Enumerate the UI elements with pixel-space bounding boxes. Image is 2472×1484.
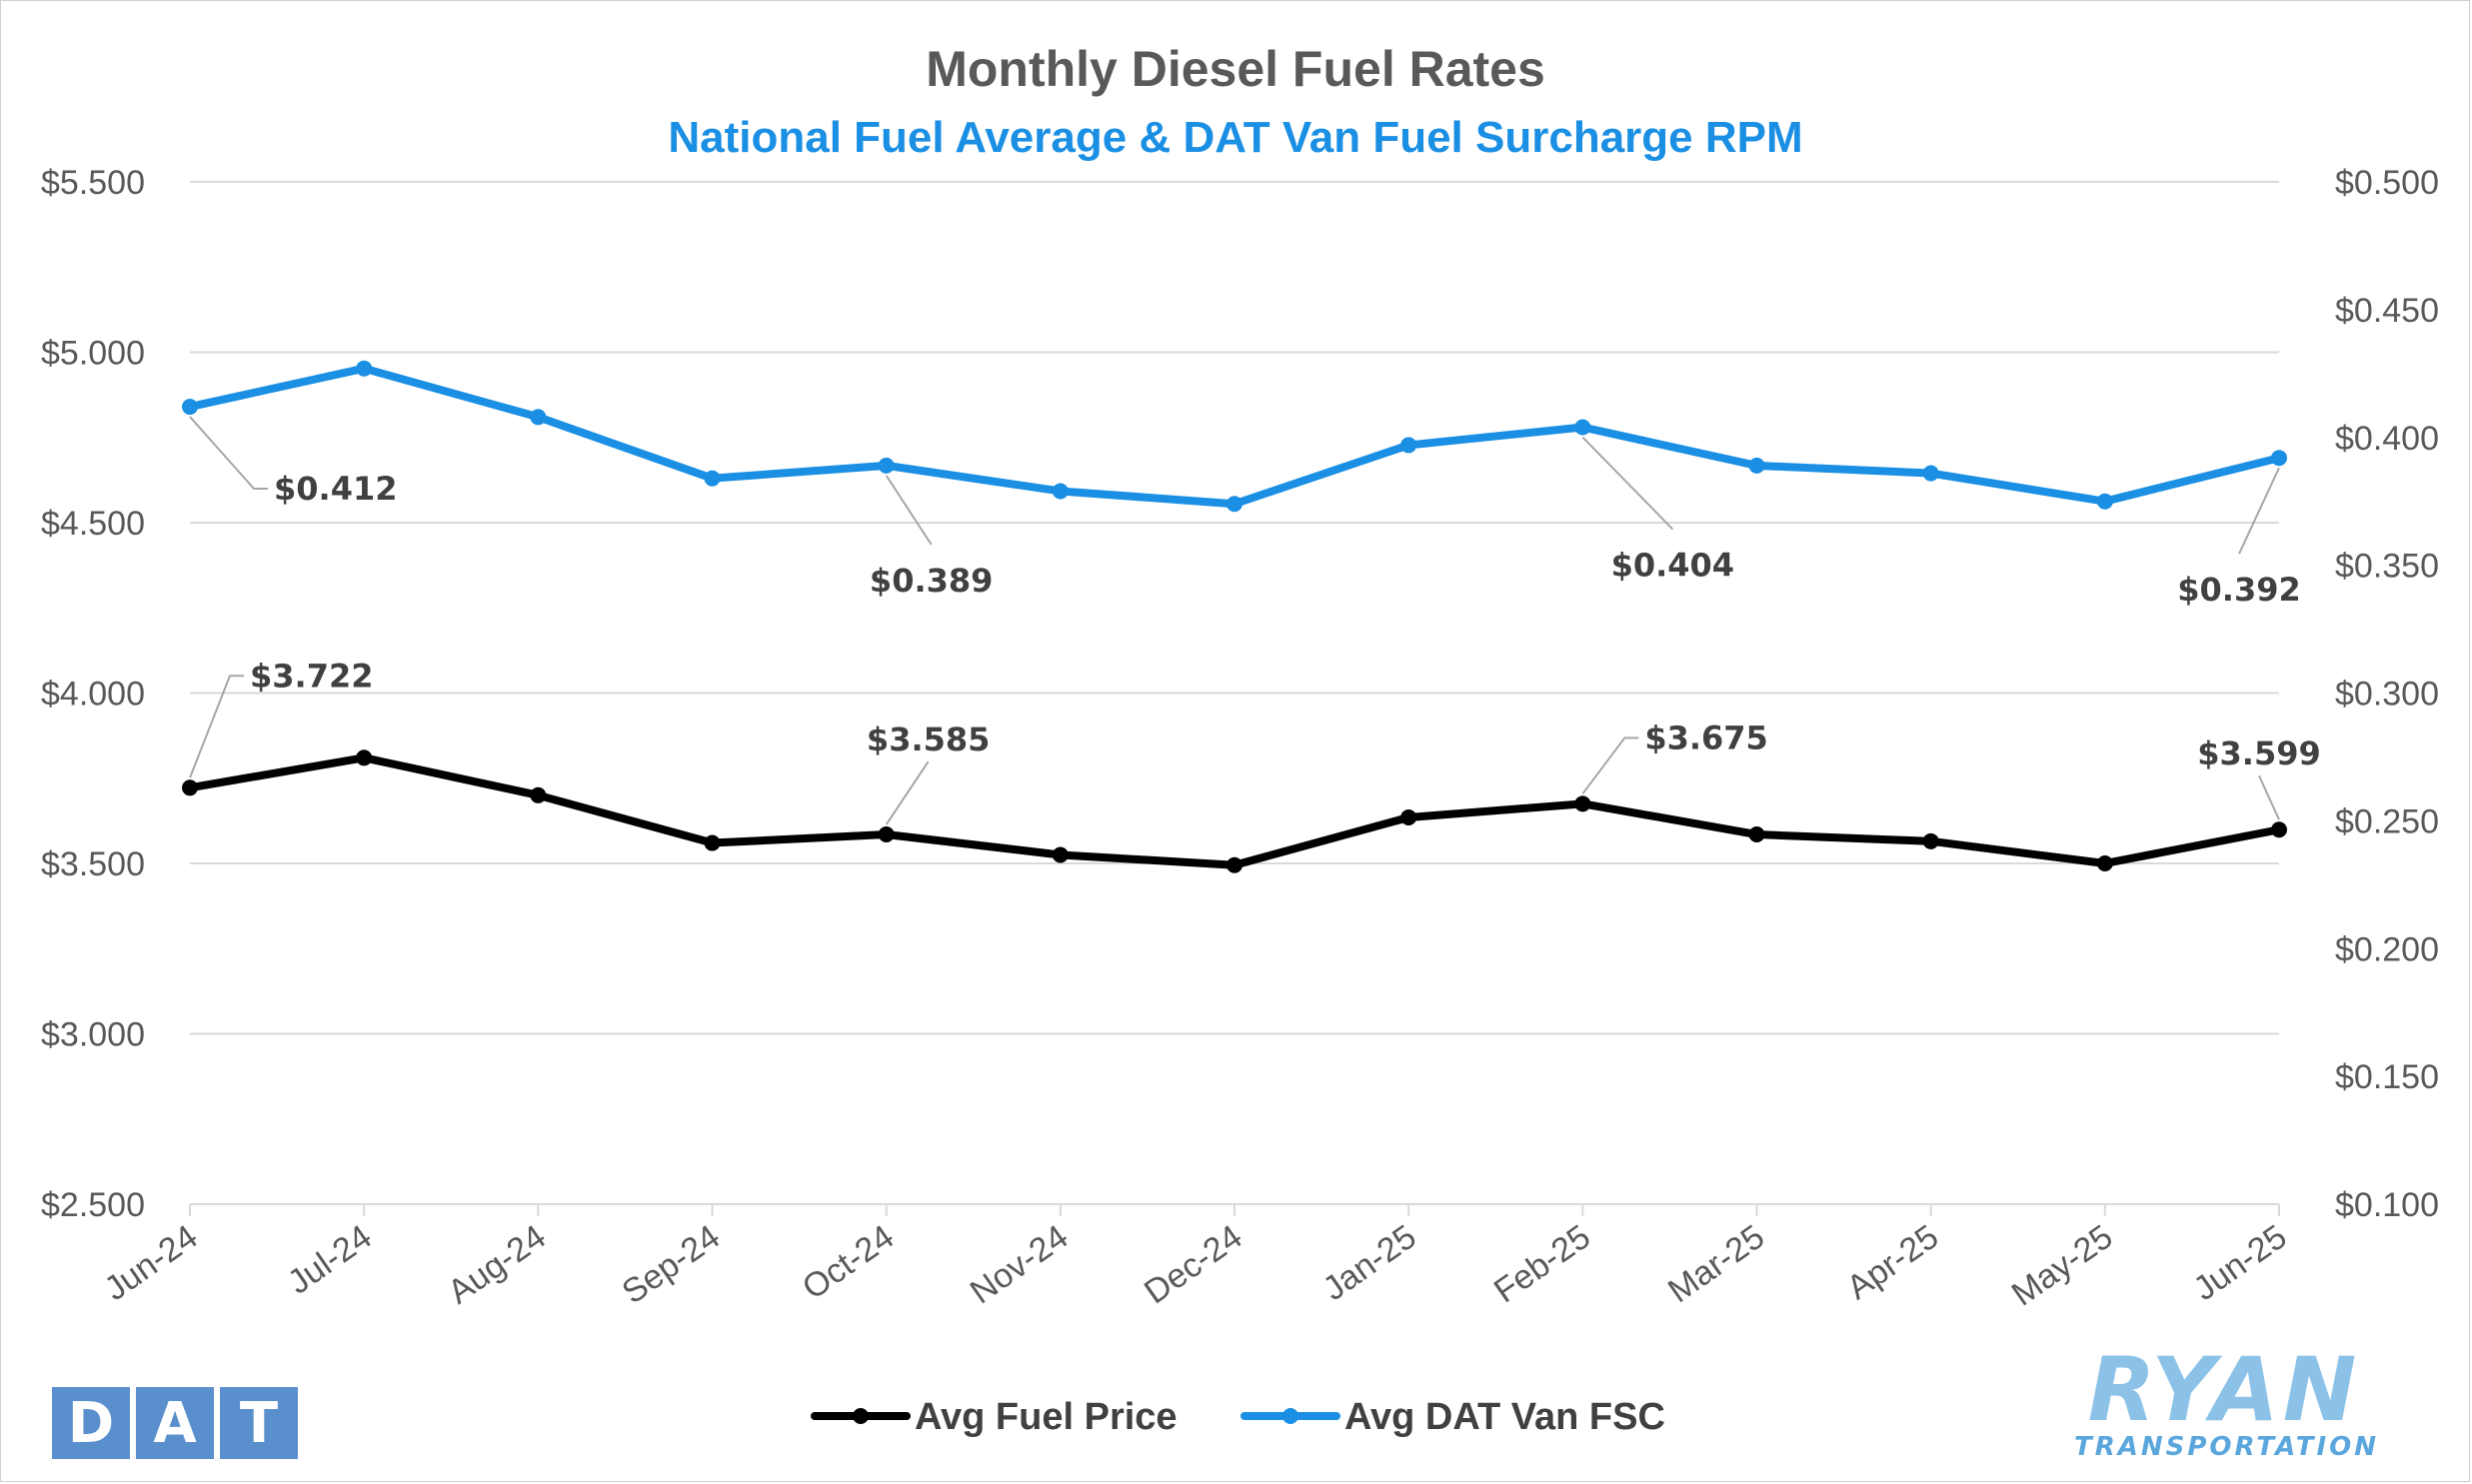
data-label: $3.585 bbox=[867, 721, 990, 758]
ryan-logo-main: RYAN bbox=[2087, 1338, 2361, 1441]
left-tick-label: $5.000 bbox=[41, 335, 145, 373]
right-tick-label: $0.500 bbox=[2335, 164, 2439, 202]
data-point bbox=[1052, 846, 1069, 863]
data-point bbox=[182, 399, 198, 416]
legend-marker bbox=[853, 1408, 869, 1424]
x-tick-label: Apr-25 bbox=[1840, 1217, 1945, 1307]
data-point bbox=[530, 786, 547, 803]
series-lines bbox=[182, 360, 2287, 873]
right-tick-label: $0.300 bbox=[2335, 676, 2439, 714]
data-label-leader bbox=[1581, 737, 1639, 794]
data-label-leader bbox=[189, 675, 244, 778]
data-label-leader bbox=[885, 760, 930, 825]
data-point bbox=[704, 834, 721, 851]
ryan-logo-sub: TRANSPORTATION bbox=[2074, 1432, 2379, 1462]
x-tick-label: May-25 bbox=[2005, 1217, 2120, 1313]
dat-logo: D A T bbox=[52, 1387, 298, 1459]
left-tick-label: $3.500 bbox=[41, 845, 145, 883]
data-label-leader bbox=[189, 416, 268, 491]
data-point bbox=[1748, 826, 1765, 843]
data-point bbox=[1227, 856, 1242, 873]
x-tick-label: Feb-25 bbox=[1487, 1217, 1597, 1310]
legend-label: Avg Fuel Price bbox=[915, 1396, 1178, 1438]
left-tick-label: $4.000 bbox=[41, 676, 145, 714]
left-tick-label: $3.000 bbox=[41, 1016, 145, 1054]
data-point bbox=[878, 826, 895, 843]
series-line bbox=[186, 753, 2283, 869]
data-labels: $3.722 $3.585 $3.675 $3.599 $0.412 $0.389 $0.4… bbox=[250, 470, 2321, 772]
data-point bbox=[1227, 496, 1242, 513]
data-point bbox=[1922, 832, 1939, 849]
data-label-leader bbox=[1581, 436, 1674, 531]
legend-marker bbox=[1282, 1408, 1298, 1424]
x-tick-label: Sep-24 bbox=[615, 1217, 727, 1311]
data-label-leaders bbox=[189, 416, 2280, 825]
data-point bbox=[2271, 821, 2287, 838]
legend: Avg Fuel Price Avg DAT Van FSC bbox=[811, 1396, 1665, 1438]
x-tick-label: Dec-24 bbox=[1138, 1217, 1249, 1311]
right-tick-label: $0.350 bbox=[2335, 548, 2439, 586]
data-point bbox=[1922, 465, 1939, 482]
legend-label: Avg DAT Van FSC bbox=[1344, 1396, 1665, 1438]
data-label: $0.412 bbox=[274, 470, 397, 508]
chart-subtitle: National Fuel Average & DAT Van Fuel Sur… bbox=[668, 113, 1802, 162]
chart-title: Monthly Diesel Fuel Rates bbox=[926, 41, 1545, 97]
data-label-leader bbox=[2258, 774, 2280, 820]
right-tick-label: $0.150 bbox=[2335, 1058, 2439, 1096]
right-tick-label: $0.450 bbox=[2335, 292, 2439, 330]
x-tick-label: Mar-25 bbox=[1661, 1217, 1771, 1310]
right-tick-label: $0.400 bbox=[2335, 420, 2439, 458]
data-label: $3.599 bbox=[2197, 735, 2320, 772]
right-tick-label: $0.200 bbox=[2335, 930, 2439, 968]
data-point bbox=[1748, 457, 1765, 474]
right-tick-label: $0.100 bbox=[2335, 1186, 2439, 1224]
right-tick-label: $0.250 bbox=[2335, 802, 2439, 840]
x-tick-label: Jun-25 bbox=[2187, 1217, 2294, 1308]
gridlines bbox=[190, 181, 2279, 1205]
data-point bbox=[2271, 450, 2287, 467]
data-label: $3.675 bbox=[1644, 719, 1767, 756]
data-point bbox=[1574, 795, 1591, 812]
left-tick-label: $2.500 bbox=[41, 1186, 145, 1224]
data-label: $0.404 bbox=[1611, 547, 1734, 585]
dat-logo-letter: T bbox=[220, 1387, 298, 1459]
x-tick-label: Nov-24 bbox=[964, 1217, 1076, 1311]
x-tick-label: Aug-24 bbox=[441, 1217, 553, 1311]
data-point bbox=[878, 457, 895, 474]
data-point bbox=[2096, 493, 2113, 510]
data-point bbox=[1052, 483, 1069, 500]
data-label-leader bbox=[2238, 467, 2280, 555]
data-point bbox=[356, 749, 373, 766]
data-point bbox=[182, 779, 198, 796]
data-point bbox=[1400, 437, 1417, 454]
x-tick-label: Jun-24 bbox=[98, 1217, 205, 1308]
x-tick-label: Jul-24 bbox=[281, 1217, 379, 1301]
data-label: $0.389 bbox=[870, 562, 993, 600]
x-tick-label: Oct-24 bbox=[796, 1217, 901, 1307]
left-tick-label: $4.500 bbox=[41, 505, 145, 543]
ryan-transportation-logo: RYAN TRANSPORTATION bbox=[2074, 1338, 2379, 1463]
data-point bbox=[356, 360, 373, 377]
dat-logo-letter: D bbox=[52, 1387, 130, 1459]
left-axis-ticks: $2.500 $3.000 $3.500 $4.000 $4.500 $5.000 $5.5… bbox=[41, 164, 145, 1224]
dat-logo-letter: A bbox=[136, 1387, 214, 1459]
left-tick-label: $5.500 bbox=[41, 164, 145, 202]
data-label: $3.722 bbox=[250, 657, 373, 695]
data-point bbox=[1574, 419, 1591, 436]
data-label: $0.392 bbox=[2177, 571, 2300, 609]
x-tick-label: Jan-25 bbox=[1316, 1217, 1423, 1308]
data-point bbox=[1400, 808, 1417, 825]
data-point bbox=[2096, 855, 2113, 871]
right-axis-ticks: $0.100 $0.150 $0.200 $0.250 $0.300 $0.350 $0.4… bbox=[2335, 164, 2439, 1224]
x-axis: Jun-24 Jul-24 Aug-24 Sep-24 Oct-24 Nov-24 Dec-… bbox=[98, 1204, 2294, 1314]
data-label-leader bbox=[885, 475, 933, 546]
data-point bbox=[530, 409, 547, 426]
data-point bbox=[704, 470, 721, 487]
series-line bbox=[186, 364, 2283, 509]
